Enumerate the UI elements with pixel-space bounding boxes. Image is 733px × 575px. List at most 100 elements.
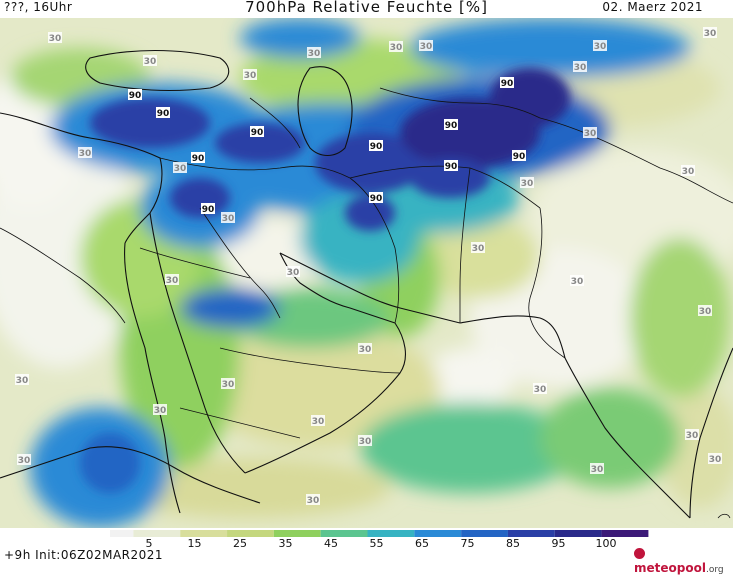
svg-text:30: 30 — [244, 71, 257, 81]
svg-text:30: 30 — [144, 57, 157, 67]
colorbar-tick-label: 5 — [146, 537, 153, 548]
colorbar-swatch — [554, 530, 602, 537]
svg-text:30: 30 — [591, 465, 604, 475]
colorbar-tick-label: 95 — [552, 537, 566, 548]
contour-label: 30 — [307, 47, 321, 59]
contour-label: 30 — [590, 463, 604, 475]
svg-text:30: 30 — [521, 179, 534, 189]
colorbar-end-arrow — [625, 530, 631, 537]
colorbar-tick-label: 85 — [506, 537, 520, 548]
contour-label: 30 — [15, 374, 29, 386]
contour-label: 30 — [358, 343, 372, 355]
svg-text:90: 90 — [445, 162, 458, 172]
svg-text:90: 90 — [192, 154, 205, 164]
contour-label: 30 — [583, 127, 597, 139]
contour-label: 30 — [681, 165, 695, 177]
svg-text:30: 30 — [420, 42, 433, 52]
contour-label: 90 — [369, 140, 383, 152]
contour-label: 90 — [250, 126, 264, 138]
contour-label: 30 — [573, 61, 587, 73]
contour-label: 30 — [389, 41, 403, 53]
contour-label: 90 — [500, 77, 514, 89]
svg-text:90: 90 — [445, 121, 458, 131]
svg-text:30: 30 — [594, 42, 607, 52]
contour-label: 90 — [444, 119, 458, 131]
contour-label: 30 — [471, 242, 485, 254]
contour-label: 30 — [221, 212, 235, 224]
colorbar-tick-label: 45 — [324, 537, 338, 548]
svg-text:30: 30 — [709, 455, 722, 465]
humidity-core — [80, 68, 570, 493]
contour-label: 30 — [78, 147, 92, 159]
contour-label: 30 — [698, 305, 712, 317]
svg-text:30: 30 — [584, 129, 597, 139]
svg-text:30: 30 — [472, 244, 485, 254]
svg-text:30: 30 — [534, 385, 547, 395]
svg-text:30: 30 — [359, 345, 372, 355]
colorbar-swatch — [507, 530, 555, 537]
colorbar-swatch — [273, 530, 321, 537]
meteopool-logo-icon — [634, 548, 645, 559]
contour-label: 30 — [306, 494, 320, 506]
contour-label: 30 — [533, 383, 547, 395]
svg-text:30: 30 — [287, 268, 300, 278]
forecast-date: 02. Maerz 2021 — [602, 0, 703, 14]
map-header: ???, 16Uhr 700hPa Relative Feuchte [%] 0… — [0, 0, 733, 18]
svg-text:30: 30 — [699, 307, 712, 317]
colorbar-ticks: 5 15 25 35 45 55 65 75 85 95 100 — [146, 537, 617, 548]
contour-label: 30 — [173, 162, 187, 174]
svg-text:90: 90 — [501, 79, 514, 89]
humidity-map: 30 30 30 30 30 30 30 30 30 30 30 30 30 30 30 30 30 30 30 30… — [0, 18, 733, 528]
colorbar-tick-label: 65 — [415, 537, 429, 548]
svg-text:30: 30 — [18, 456, 31, 466]
contour-label: 30 — [286, 266, 300, 278]
colorbar-tick-label: 55 — [370, 537, 384, 548]
contour-label: 90 — [128, 89, 142, 101]
meteopool-brand[interactable]: meteopool.org — [634, 547, 733, 575]
contour-label: 30 — [143, 55, 157, 67]
colorbar-swatch — [367, 530, 415, 537]
contour-label: 90 — [191, 152, 205, 164]
colorbar-tick-label: 100 — [596, 537, 617, 548]
brand-name: meteopool — [634, 561, 706, 575]
contour-label: 30 — [153, 404, 167, 416]
contour-label: 90 — [369, 192, 383, 204]
svg-text:90: 90 — [202, 205, 215, 215]
contour-label: 90 — [156, 107, 170, 119]
contour-label: 30 — [243, 69, 257, 81]
svg-text:30: 30 — [166, 276, 179, 286]
svg-text:30: 30 — [308, 49, 321, 59]
svg-text:30: 30 — [704, 29, 717, 39]
contour-label: 30 — [221, 378, 235, 390]
contour-label: 30 — [593, 40, 607, 52]
colorbar-swatch — [414, 530, 462, 537]
svg-text:30: 30 — [571, 277, 584, 287]
map-footer: 5 15 25 35 45 55 65 75 85 95 100 +9h Init:06Z02MAR… — [0, 528, 733, 575]
contour-label: 30 — [419, 40, 433, 52]
contour-label: 30 — [311, 415, 325, 427]
colorbar-swatch — [110, 530, 134, 537]
colorbar-tick-label: 75 — [461, 537, 475, 548]
coastlines-borders — [0, 49, 733, 519]
colorbar-swatch — [227, 530, 274, 537]
contour-label: 30 — [708, 453, 722, 465]
svg-text:30: 30 — [154, 406, 167, 416]
svg-text:90: 90 — [370, 194, 383, 204]
contour-label: 30 — [17, 454, 31, 466]
colorbar-tick-label: 15 — [188, 537, 202, 548]
svg-text:30: 30 — [307, 496, 320, 506]
valid-time: ???, 16Uhr — [4, 0, 73, 14]
svg-text:30: 30 — [686, 431, 699, 441]
svg-text:30: 30 — [574, 63, 587, 73]
contour-label: 30 — [703, 27, 717, 39]
colorbar-swatch — [180, 530, 228, 537]
map-title: 700hPa Relative Feuchte [%] — [245, 0, 488, 16]
contour-labels: 30 30 30 30 30 30 30 30 30 30 30 30 30 30 30 30 30 30 30 30… — [15, 27, 722, 506]
humidity-colorbar: 5 15 25 35 45 55 65 75 85 95 100 — [110, 530, 649, 548]
svg-text:30: 30 — [174, 164, 187, 174]
contour-label: 90 — [201, 203, 215, 215]
svg-text:30: 30 — [49, 34, 62, 44]
contour-label: 30 — [570, 275, 584, 287]
colorbar-swatch — [461, 530, 508, 537]
svg-text:30: 30 — [16, 376, 29, 386]
